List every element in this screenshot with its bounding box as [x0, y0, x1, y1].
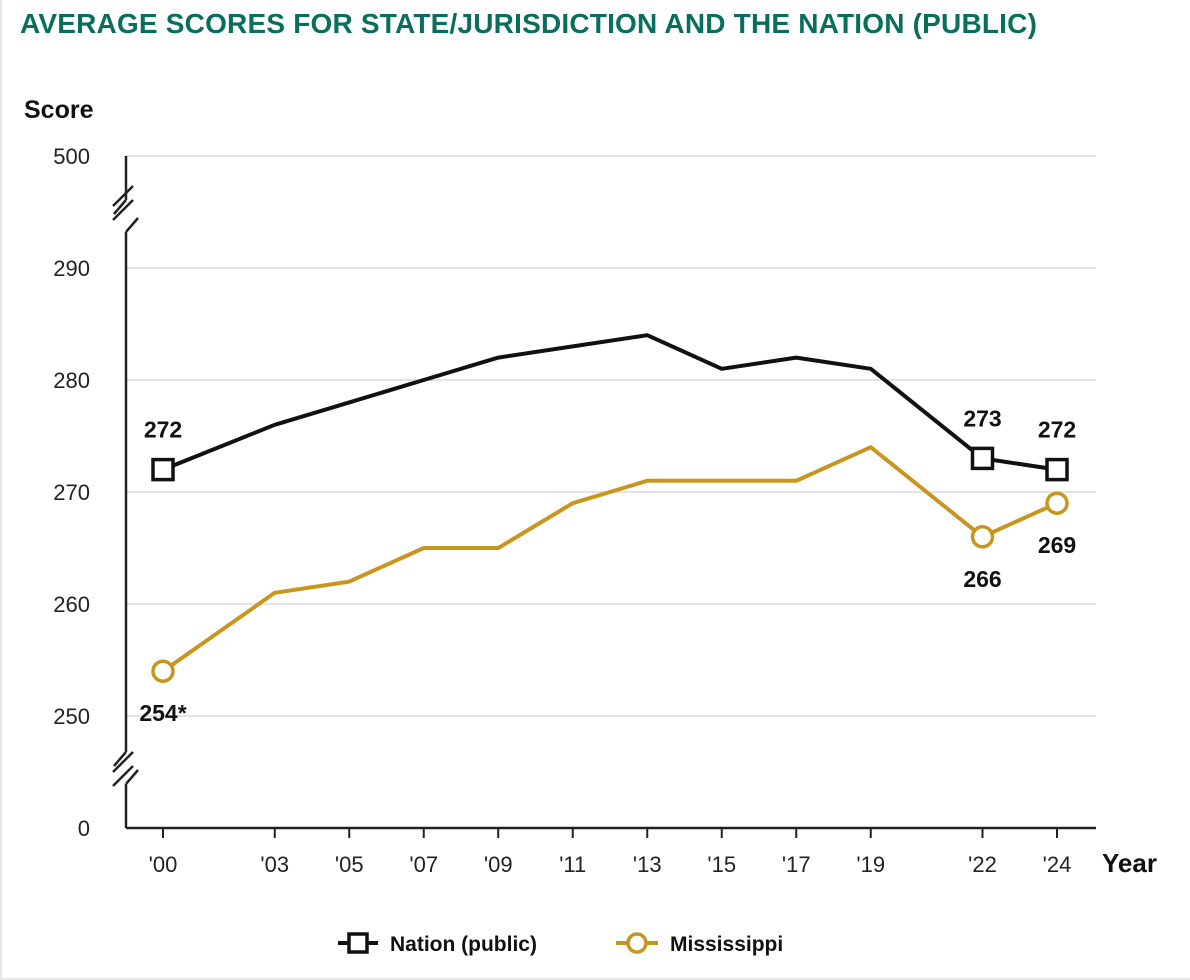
series-layer: [151, 333, 1069, 683]
x-tick-label-2015: '15: [707, 852, 736, 877]
data-label-1-2022: 266: [963, 566, 1001, 592]
y-tick-label-290: 290: [53, 256, 90, 281]
axis-break-slash-2: [112, 199, 134, 221]
marker-square-2000: [151, 457, 175, 482]
x-tick-label-2009: '09: [484, 852, 513, 877]
marker-circle-2000: [151, 659, 175, 683]
data-label-1-2024: 269: [1038, 532, 1076, 558]
gridlines: [126, 155, 1096, 717]
y-axis-break-upper-a: [113, 199, 127, 215]
axis-break-slash-3: [112, 751, 134, 773]
y-axis-label: Score: [24, 96, 94, 124]
data-label-0-2022: 273: [963, 405, 1001, 431]
legend-mississippi-marker: [626, 932, 648, 954]
data-labels: 272 273 272 254* 266 269: [139, 405, 1076, 726]
x-tick-label-2007: '07: [409, 852, 438, 877]
y-tick-label-top: 500: [53, 144, 90, 169]
y-axis-break-upper-b: [125, 217, 139, 233]
chart-title: AVERAGE SCORES FOR STATE/JURISDICTION AN…: [20, 8, 1038, 39]
x-tick-label-2024: '24: [1043, 852, 1072, 877]
legend: Nation (public) Mississippi: [338, 932, 783, 956]
series-line-0: [162, 333, 1058, 472]
x-tick-label-2019: '19: [856, 852, 885, 877]
marker-square-2022: [970, 446, 995, 471]
marker-circle-2022: [970, 525, 995, 549]
x-tick-label-2011: '11: [559, 852, 586, 877]
marker-circle-2024: [1045, 491, 1069, 515]
x-tick-label-2000: '00: [149, 852, 178, 877]
y-axis-break-lower-a: [113, 751, 127, 767]
y-tick-label-270: 270: [53, 480, 90, 505]
x-tick-label-2013: '13: [633, 852, 662, 877]
axes: 250 260 270 280 290 500 0 '00 '03 '05 '07 '09 '11 '13…: [53, 144, 1096, 877]
data-label-0-2000: 272: [144, 417, 182, 443]
x-tick-label-2005: '05: [335, 852, 364, 877]
data-label-0-2024: 272: [1038, 417, 1076, 443]
y-tick-label-280: 280: [53, 368, 90, 393]
x-tick-label-2022: '22: [968, 852, 997, 877]
x-axis-label: Year: [1102, 848, 1157, 878]
data-label-1-2000: 254*: [139, 700, 186, 726]
y-tick-label-bottom: 0: [78, 816, 90, 841]
axis-break-slash-4: [112, 765, 134, 787]
y-axis-break-lower-b: [125, 769, 139, 785]
series-line-1: [161, 445, 1058, 673]
axis-break-slash-1: [112, 185, 134, 207]
x-tick-label-2017: '17: [782, 852, 811, 877]
legend-mississippi-label: Mississippi: [670, 933, 783, 956]
x-tick-label-2003: '03: [260, 852, 289, 877]
y-tick-label-250: 250: [53, 704, 90, 729]
y-tick-label-260: 260: [53, 592, 90, 617]
legend-nation-label: Nation (public): [390, 933, 537, 956]
marker-square-2024: [1045, 457, 1069, 482]
legend-nation-marker: [347, 932, 369, 954]
